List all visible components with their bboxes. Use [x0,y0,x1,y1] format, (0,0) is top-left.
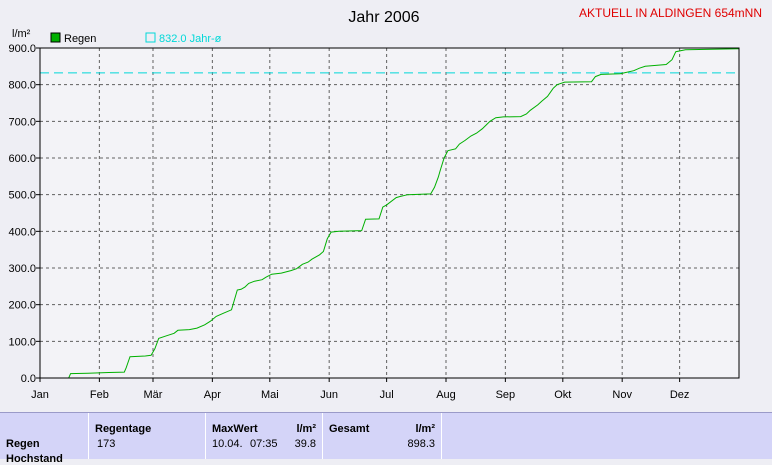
y-tick-label: 900.0 [8,43,36,55]
x-tick-label: Jun [320,389,338,401]
value-max-date: 10.04. [212,438,243,450]
x-tick-label: Jan [31,389,49,401]
x-tick-label: Mai [261,389,279,401]
header-gesamt: Gesamt [329,423,370,435]
value-regentage: 173 [97,438,116,450]
statistics-table: Regen Hochstand Regentage 173 MaxWert l/… [0,412,772,465]
y-tick-label: 400.0 [8,226,36,238]
y-tick-label: 700.0 [8,116,36,128]
plot-background [40,48,739,378]
y-tick-label: 500.0 [8,190,36,202]
x-tick-label: Jul [380,389,394,401]
x-tick-label: Nov [612,389,632,401]
plot-frame [39,47,740,379]
value-max-value: 39.8 [294,438,316,450]
value-gesamt: 898.3 [407,438,435,450]
plot-area: 0.0 100.0 200.0 300.0 400.0 500.0 600.0 700.0 80… [8,43,740,401]
y-tick-label: 800.0 [8,80,36,92]
y-tick-label: 300.0 [8,263,36,275]
header-maxwert: MaxWert [212,423,258,435]
header-maxwert-unit: l/m² [296,423,316,435]
x-tick-label: Okt [554,389,571,401]
x-tick-label: Sep [496,389,516,401]
row-label-next: Hochstand [6,453,63,465]
chart-title: Jahr 2006 [348,9,419,26]
y-tick-label: 0.0 [21,373,36,385]
x-tick-label: Feb [90,389,109,401]
legend-label-regen: Regen [64,33,96,45]
legend-swatch-regen [50,32,61,43]
y-tick-label: 600.0 [8,153,36,165]
row-label-regen: Regen [6,438,40,450]
y-tick-label: 200.0 [8,300,36,312]
legend-label-average: 832.0 Jahr-ø [159,33,222,45]
legend-swatch-average [145,32,156,43]
rainfall-line [68,48,740,379]
y-axis-unit-label: l/m² [12,28,31,40]
location-note: AKTUELL IN ALDINGEN 654mNN [579,6,762,20]
x-tick-label: Apr [204,389,221,401]
x-tick-label: Mär [144,389,163,401]
x-tick-label: Aug [436,389,456,401]
header-regentage: Regentage [95,423,152,435]
rainfall-chart: Jahr 2006 AKTUELL IN ALDINGEN 654mNN l/m… [8,6,762,401]
header-gesamt-unit: l/m² [415,423,435,435]
y-tick-label: 100.0 [8,336,36,348]
value-max-time: 07:35 [250,438,278,450]
x-tick-label: Dez [670,389,690,401]
legend: Regen 832.0 Jahr-ø [50,32,222,45]
